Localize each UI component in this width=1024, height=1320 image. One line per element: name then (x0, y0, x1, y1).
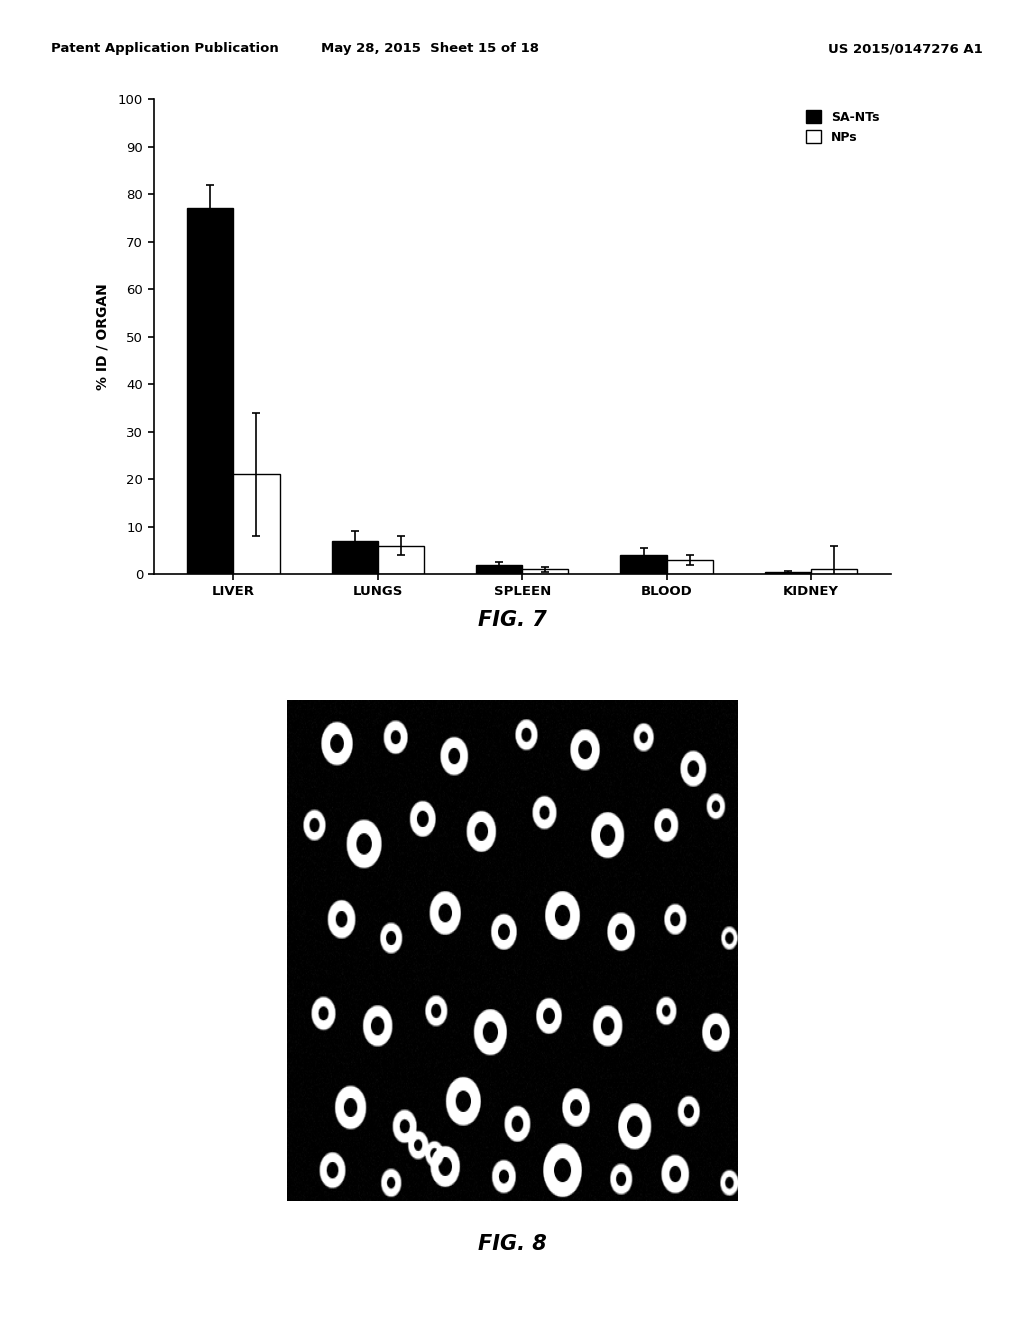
Text: FIG. 7: FIG. 7 (477, 610, 547, 630)
Bar (522, 569, 568, 574)
Text: Patent Application Publication: Patent Application Publication (51, 42, 279, 55)
Bar (378, 545, 424, 574)
Legend: SA-NTs, NPs: SA-NTs, NPs (801, 106, 885, 149)
Bar (233, 474, 280, 574)
Bar (667, 560, 713, 574)
Text: FIG. 8: FIG. 8 (477, 1234, 547, 1254)
Bar (765, 572, 811, 574)
Bar (332, 541, 378, 574)
Text: May 28, 2015  Sheet 15 of 18: May 28, 2015 Sheet 15 of 18 (322, 42, 539, 55)
Text: US 2015/0147276 A1: US 2015/0147276 A1 (828, 42, 983, 55)
Bar (621, 556, 667, 574)
Bar (476, 565, 522, 574)
Bar (811, 569, 857, 574)
Bar (187, 209, 233, 574)
Y-axis label: % ID / ORGAN: % ID / ORGAN (95, 284, 110, 389)
